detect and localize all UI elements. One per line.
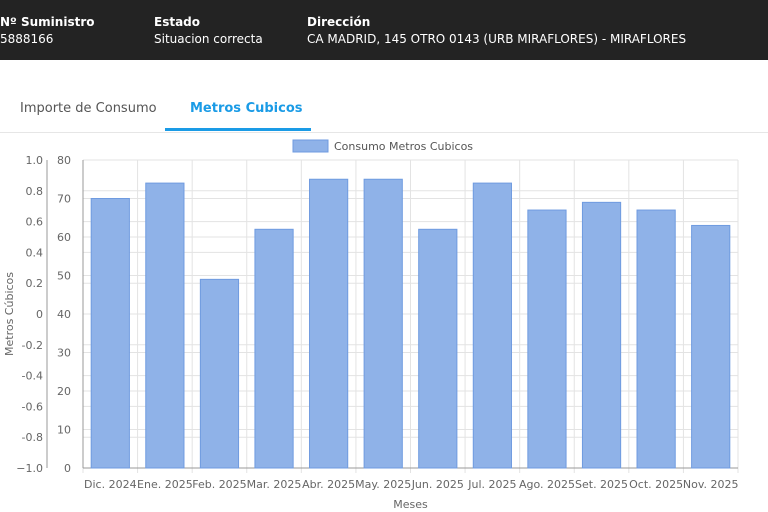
- tab-metros-cubicos[interactable]: Metros Cubicos: [190, 101, 303, 116]
- y-tick-label: 50: [57, 270, 71, 283]
- bar: [636, 209, 676, 469]
- secondary-y-tick-label: -0.8: [22, 431, 43, 444]
- supply-info-bar: Nº Suministro 5888166 Estado Situacion c…: [0, 0, 768, 60]
- y-tick-label: 40: [57, 308, 71, 321]
- x-tick-label: Feb. 2025: [192, 478, 246, 491]
- secondary-y-tick-label: 0.6: [26, 216, 44, 229]
- y-tick-label: 0: [64, 462, 71, 475]
- x-tick-label: Mar. 2025: [247, 478, 302, 491]
- x-tick-label: May. 2025: [355, 478, 411, 491]
- y-tick-label: 10: [57, 424, 71, 437]
- x-tick-label: Dic. 2024: [84, 478, 137, 491]
- secondary-y-tick-label: -0.2: [22, 339, 43, 352]
- x-tick-label: Abr. 2025: [302, 478, 355, 491]
- x-tick-label: Ene. 2025: [137, 478, 193, 491]
- bar: [472, 182, 512, 469]
- supply-number-label: Nº Suministro: [0, 15, 95, 29]
- y-tick-label: 20: [57, 385, 71, 398]
- y-tick-label: 80: [57, 154, 71, 167]
- supply-number-block: Nº Suministro 5888166: [0, 14, 95, 48]
- x-tick-label: Jul. 2025: [467, 478, 516, 491]
- secondary-y-tick-label: 0.4: [26, 246, 44, 259]
- bar: [199, 278, 240, 469]
- x-axis-title: Meses: [393, 498, 428, 511]
- status-block: Estado Situacion correcta: [154, 14, 263, 48]
- consumption-tabs: Importe de Consumo Metros Cubicos: [0, 90, 768, 133]
- y-axis-title: Metros Cúbicos: [3, 272, 16, 356]
- address-block: Dirección CA MADRID, 145 OTRO 0143 (URB …: [307, 14, 686, 48]
- bar: [309, 178, 349, 469]
- secondary-y-tick-label: 0.2: [26, 277, 44, 290]
- supply-number-value: 5888166: [0, 32, 54, 46]
- bar: [581, 201, 622, 469]
- active-tab-indicator: [165, 128, 311, 131]
- secondary-y-tick-label: 1.0: [26, 154, 44, 167]
- y-tick-label: 30: [57, 347, 71, 360]
- address-value: CA MADRID, 145 OTRO 0143 (URB MIRAFLORES…: [307, 32, 687, 46]
- bar: [527, 209, 567, 469]
- secondary-y-tick-label: -0.4: [22, 370, 43, 383]
- legend-swatch: [292, 139, 329, 153]
- status-label: Estado: [154, 15, 201, 29]
- bar: [254, 228, 294, 469]
- secondary-y-tick-label: 0.8: [26, 185, 44, 198]
- secondary-y-tick-label: −1.0: [16, 462, 43, 475]
- bar: [691, 224, 731, 469]
- x-tick-label: Set. 2025: [575, 478, 628, 491]
- consumption-chart: −1.0 -0.8 -0.6 -0.4 -0.2 0 0.2 0.4 0.6 0.8 1.0 0 10 2…: [3, 139, 739, 511]
- x-tick-label: Nov. 2025: [683, 478, 739, 491]
- secondary-y-tick-label: -0.6: [22, 400, 43, 413]
- address-label: Dirección: [307, 15, 371, 29]
- x-tick-label: Jun. 2025: [411, 478, 464, 491]
- tab-importe-consumo[interactable]: Importe de Consumo: [20, 101, 157, 116]
- status-value: Situacion correcta: [154, 32, 263, 46]
- secondary-y-tick-label: 0: [36, 308, 43, 321]
- y-tick-label: 70: [57, 193, 71, 206]
- y-tick-label: 60: [57, 231, 71, 244]
- bar: [363, 178, 403, 469]
- x-tick-label: Ago. 2025: [519, 478, 575, 491]
- bar: [145, 182, 185, 469]
- legend-label: Consumo Metros Cubicos: [334, 140, 473, 153]
- bar: [90, 198, 130, 469]
- x-tick-label: Oct. 2025: [629, 478, 683, 491]
- bar: [418, 228, 458, 469]
